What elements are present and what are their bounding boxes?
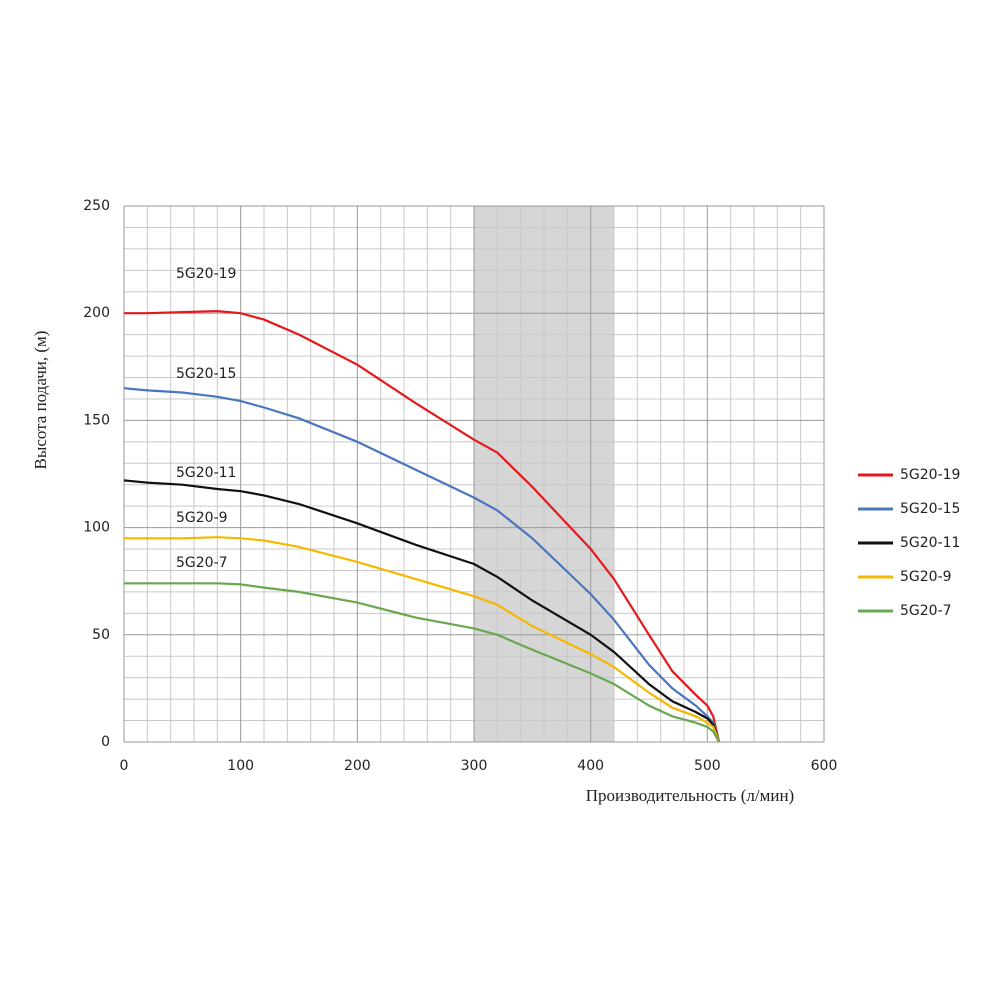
curve-label: 5G20-19 bbox=[176, 266, 236, 282]
x-tick-label: 200 bbox=[344, 758, 371, 774]
x-tick-label: 400 bbox=[577, 758, 604, 774]
legend-label: 5G20-19 bbox=[900, 467, 960, 483]
curve-label: 5G20-9 bbox=[176, 510, 228, 526]
legend-label: 5G20-11 bbox=[900, 535, 960, 551]
y-tick-label: 150 bbox=[83, 412, 110, 428]
y-tick-label: 100 bbox=[83, 520, 110, 536]
series-line bbox=[124, 309, 721, 743]
curve-label: 5G20-15 bbox=[176, 366, 236, 382]
series-line bbox=[124, 536, 721, 743]
series-line bbox=[123, 387, 721, 743]
legend-label: 5G20-15 bbox=[900, 501, 960, 517]
curve-label: 5G20-7 bbox=[176, 555, 228, 571]
series-line bbox=[124, 582, 720, 743]
x-tick-label: 0 bbox=[120, 758, 129, 774]
y-tick-label: 50 bbox=[92, 627, 110, 643]
x-tick-label: 500 bbox=[694, 758, 721, 774]
legend-label: 5G20-9 bbox=[900, 569, 952, 585]
y-tick-label: 0 bbox=[101, 734, 110, 750]
x-tick-label: 300 bbox=[461, 758, 488, 774]
y-tick-label: 200 bbox=[83, 305, 110, 321]
x-axis-label: Производительность (л/мин) bbox=[586, 786, 794, 805]
y-tick-label: 250 bbox=[83, 198, 110, 214]
x-tick-label: 100 bbox=[227, 758, 254, 774]
y-axis-label: Высота подачи, (м) bbox=[31, 331, 50, 470]
x-tick-label: 600 bbox=[811, 758, 838, 774]
series-line bbox=[123, 479, 721, 743]
legend-label: 5G20-7 bbox=[900, 603, 952, 619]
curve-label: 5G20-11 bbox=[176, 465, 236, 481]
